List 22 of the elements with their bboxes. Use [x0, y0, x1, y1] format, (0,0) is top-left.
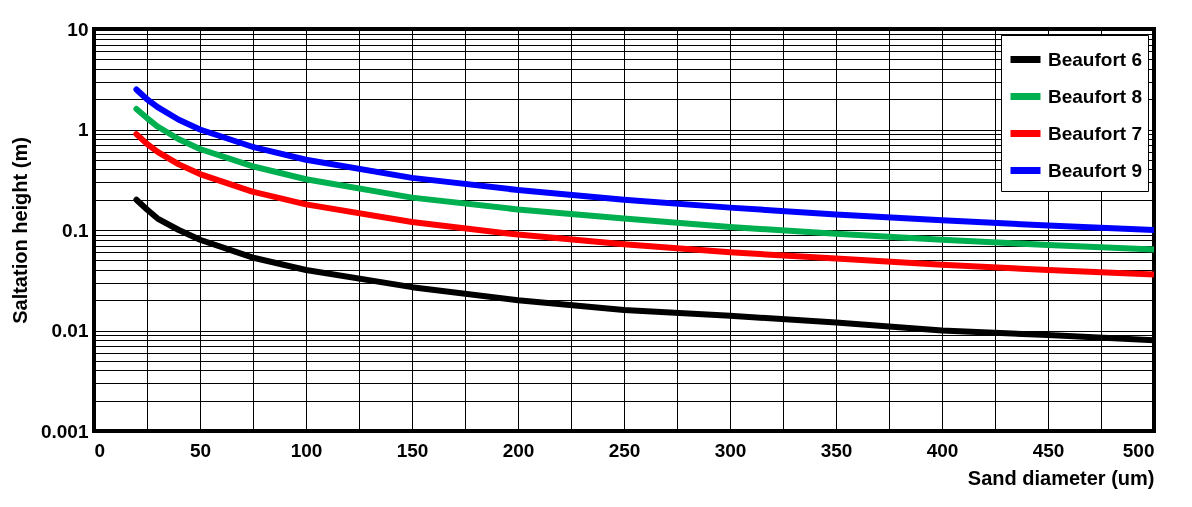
x-tick-label: 500: [1122, 439, 1155, 461]
x-tick-label: 450: [1032, 439, 1065, 461]
legend-label: Beaufort 8: [1048, 85, 1142, 107]
x-tick-label: 0: [94, 439, 106, 461]
y-tick-label: 0.001: [40, 420, 89, 442]
y-tick-label: 10: [67, 18, 89, 40]
legend-label: Beaufort 6: [1048, 48, 1142, 70]
y-tick-label: 0.1: [62, 219, 89, 241]
x-tick-label: 300: [714, 439, 747, 461]
x-tick-label: 50: [189, 439, 212, 461]
x-tick-label: 150: [396, 439, 429, 461]
x-tick-label: 400: [926, 439, 959, 461]
x-tick-label: 100: [290, 439, 323, 461]
x-tick-label: 250: [608, 439, 641, 461]
x-tick-label: 350: [820, 439, 853, 461]
legend-label: Beaufort 9: [1048, 159, 1142, 181]
legend-label: Beaufort 7: [1048, 122, 1142, 144]
x-tick-label: 200: [502, 439, 535, 461]
x-axis-title: Sand diameter (um): [967, 466, 1155, 489]
y-tick-label: 0.01: [51, 320, 89, 341]
y-tick-label: 1: [77, 119, 89, 140]
y-axis-title: Saltation height (m): [8, 137, 31, 324]
